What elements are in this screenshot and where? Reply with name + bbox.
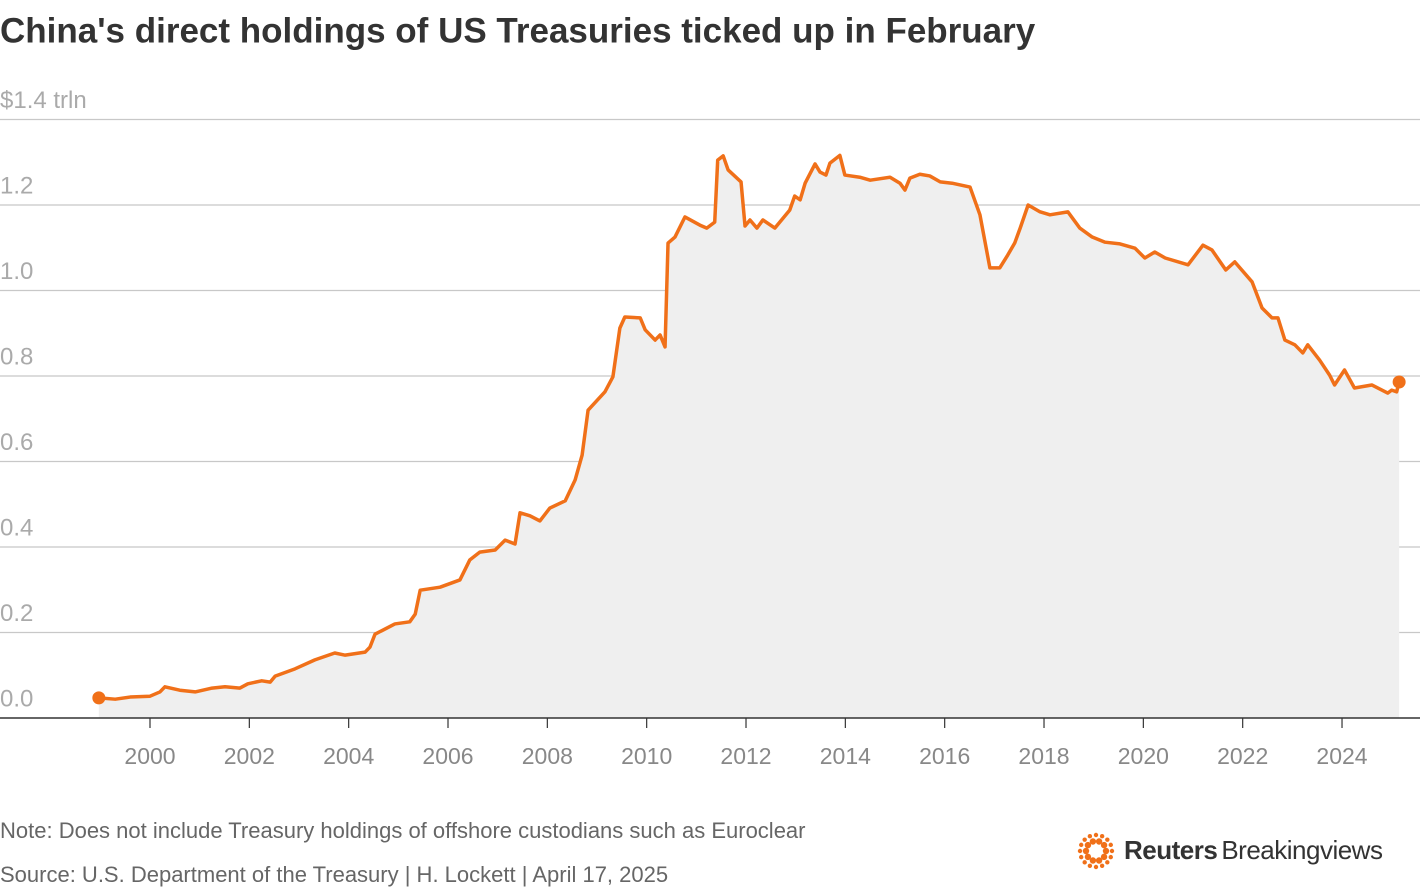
logo-dot xyxy=(1082,860,1087,865)
logo-text: Reuters Breakingviews xyxy=(1124,835,1383,865)
logo-icon xyxy=(1077,832,1115,870)
logo-dot xyxy=(1087,834,1093,839)
logo-dot xyxy=(1095,838,1103,845)
y-tick-label: $1.4 trln xyxy=(0,87,87,114)
y-tick-label: 0.4 xyxy=(0,514,33,541)
logo-dot xyxy=(1108,854,1113,860)
logo-dot xyxy=(1082,847,1090,855)
logo-dot xyxy=(1105,837,1110,842)
x-tick-label: 2022 xyxy=(1217,743,1268,769)
x-tick-label: 2006 xyxy=(422,743,473,769)
logo-dot xyxy=(1099,863,1105,868)
x-tick-label: 2014 xyxy=(820,743,871,769)
logo-dot xyxy=(1100,841,1108,849)
x-tick-label: 2010 xyxy=(621,743,672,769)
logo-dot xyxy=(1108,842,1113,848)
logo-dot xyxy=(1093,832,1099,838)
note: Note: Does not include Treasury holdings… xyxy=(0,818,806,843)
logo-dot xyxy=(1082,837,1087,842)
logo-dot xyxy=(1100,853,1108,861)
logo-dot xyxy=(1102,847,1110,855)
y-tick-label: 1.2 xyxy=(0,172,33,199)
x-tick-label: 2012 xyxy=(720,743,771,769)
x-tick-label: 2002 xyxy=(224,743,275,769)
y-tick-label: 0.0 xyxy=(0,685,33,712)
logo-dot xyxy=(1105,860,1110,865)
logo-dot xyxy=(1109,848,1115,854)
logo-dot xyxy=(1095,857,1103,864)
end-marker xyxy=(92,691,106,705)
plot-area: 0.0 0.2 0.4 0.6 0.8 1.0 1.2 $1.4 trln 2000 2002 20… xyxy=(0,87,1420,769)
chart-title: China's direct holdings of US Treasuries… xyxy=(0,11,1036,50)
logo-dot xyxy=(1079,842,1084,848)
y-tick-label: 1.0 xyxy=(0,258,33,285)
y-tick-label: 0.2 xyxy=(0,600,33,627)
logo-dot xyxy=(1084,853,1092,861)
x-tick-label: 2024 xyxy=(1316,743,1367,769)
logo: Reuters Breakingviews xyxy=(1077,832,1383,870)
logo-dot xyxy=(1089,857,1097,864)
logo-dot xyxy=(1089,838,1097,845)
x-tick-label: 2020 xyxy=(1118,743,1169,769)
logo-dot xyxy=(1093,864,1099,870)
logo-dot xyxy=(1084,841,1092,849)
logo-dot xyxy=(1079,854,1084,860)
logo-dot xyxy=(1077,848,1083,854)
logo-name: Reuters xyxy=(1124,835,1217,865)
x-tick-label: 2008 xyxy=(522,743,573,769)
logo-dot xyxy=(1087,863,1093,868)
x-tick-label: 2004 xyxy=(323,743,374,769)
line xyxy=(98,153,1401,701)
x-tick-label: 2000 xyxy=(124,743,175,769)
y-tick-label: 0.6 xyxy=(0,429,33,456)
logo-product: Breakingviews xyxy=(1221,835,1383,865)
source: Source: U.S. Department of the Treasury … xyxy=(0,862,668,887)
x-tick-label: 2018 xyxy=(1018,743,1069,769)
x-tick-label: 2016 xyxy=(919,743,970,769)
end-marker xyxy=(1392,375,1406,389)
logo-dot xyxy=(1099,834,1105,839)
area-fill xyxy=(98,155,1400,718)
y-tick-label: 0.8 xyxy=(0,343,33,370)
